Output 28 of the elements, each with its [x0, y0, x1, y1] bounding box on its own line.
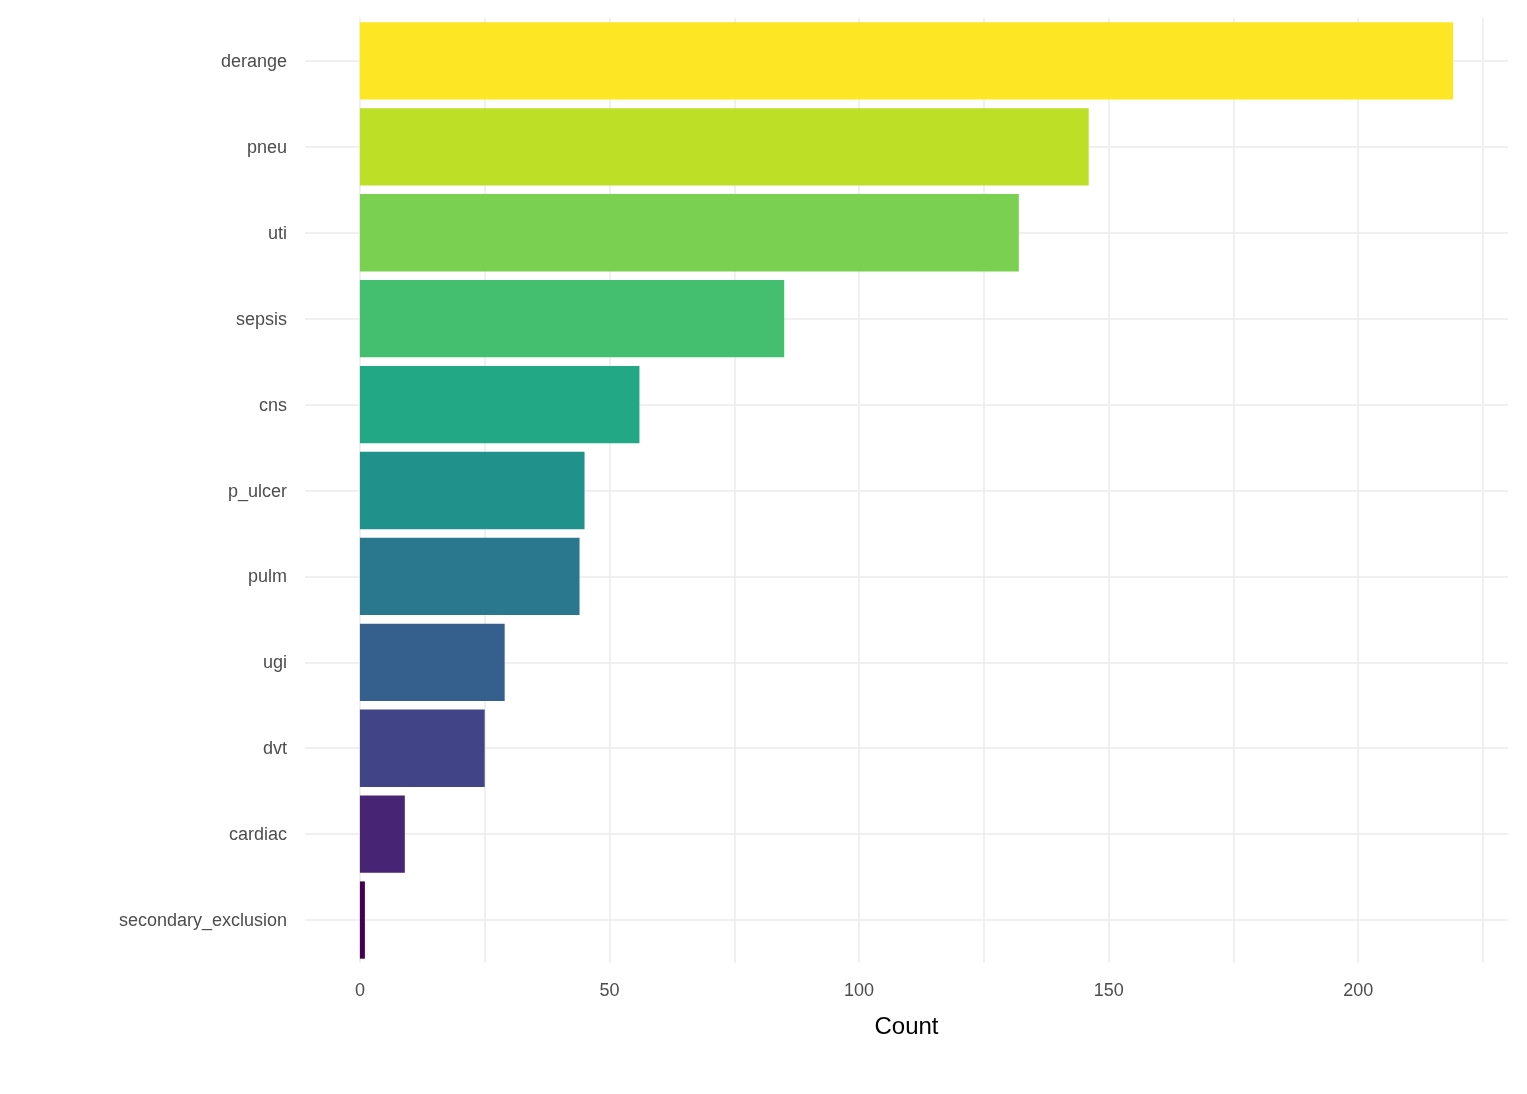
x-axis-title: Count	[874, 1011, 939, 1039]
y-tick-label: p_ulcer	[227, 480, 287, 502]
y-tick-label: uti	[267, 222, 287, 243]
bar	[359, 365, 640, 444]
y-tick-label: derange	[220, 50, 287, 71]
bar	[359, 280, 785, 358]
bar	[359, 108, 1089, 186]
bar	[359, 795, 405, 873]
y-tick-label: sepsis	[235, 308, 287, 329]
x-tick-label: 0	[354, 980, 365, 1000]
y-tick-label: secondary_exclusion	[118, 910, 287, 932]
x-tick-label: 150	[1093, 980, 1124, 1000]
x-tick-label: 200	[1343, 980, 1374, 1000]
y-tick-label: pneu	[246, 136, 287, 157]
y-tick-label: cardiac	[228, 824, 287, 845]
bar	[359, 881, 365, 959]
x-tick-label: 100	[844, 980, 875, 1000]
bar	[359, 22, 1454, 100]
y-tick-label: ugi	[262, 652, 287, 673]
bar	[359, 194, 1019, 272]
bar	[359, 451, 585, 530]
bar	[359, 709, 485, 787]
y-tick-label: cns	[258, 394, 287, 415]
y-tick-label: pulm	[247, 566, 287, 587]
x-tick-label: 50	[599, 980, 620, 1000]
y-tick-label: dvt	[262, 738, 287, 759]
bar	[359, 537, 580, 616]
bar	[359, 623, 505, 701]
